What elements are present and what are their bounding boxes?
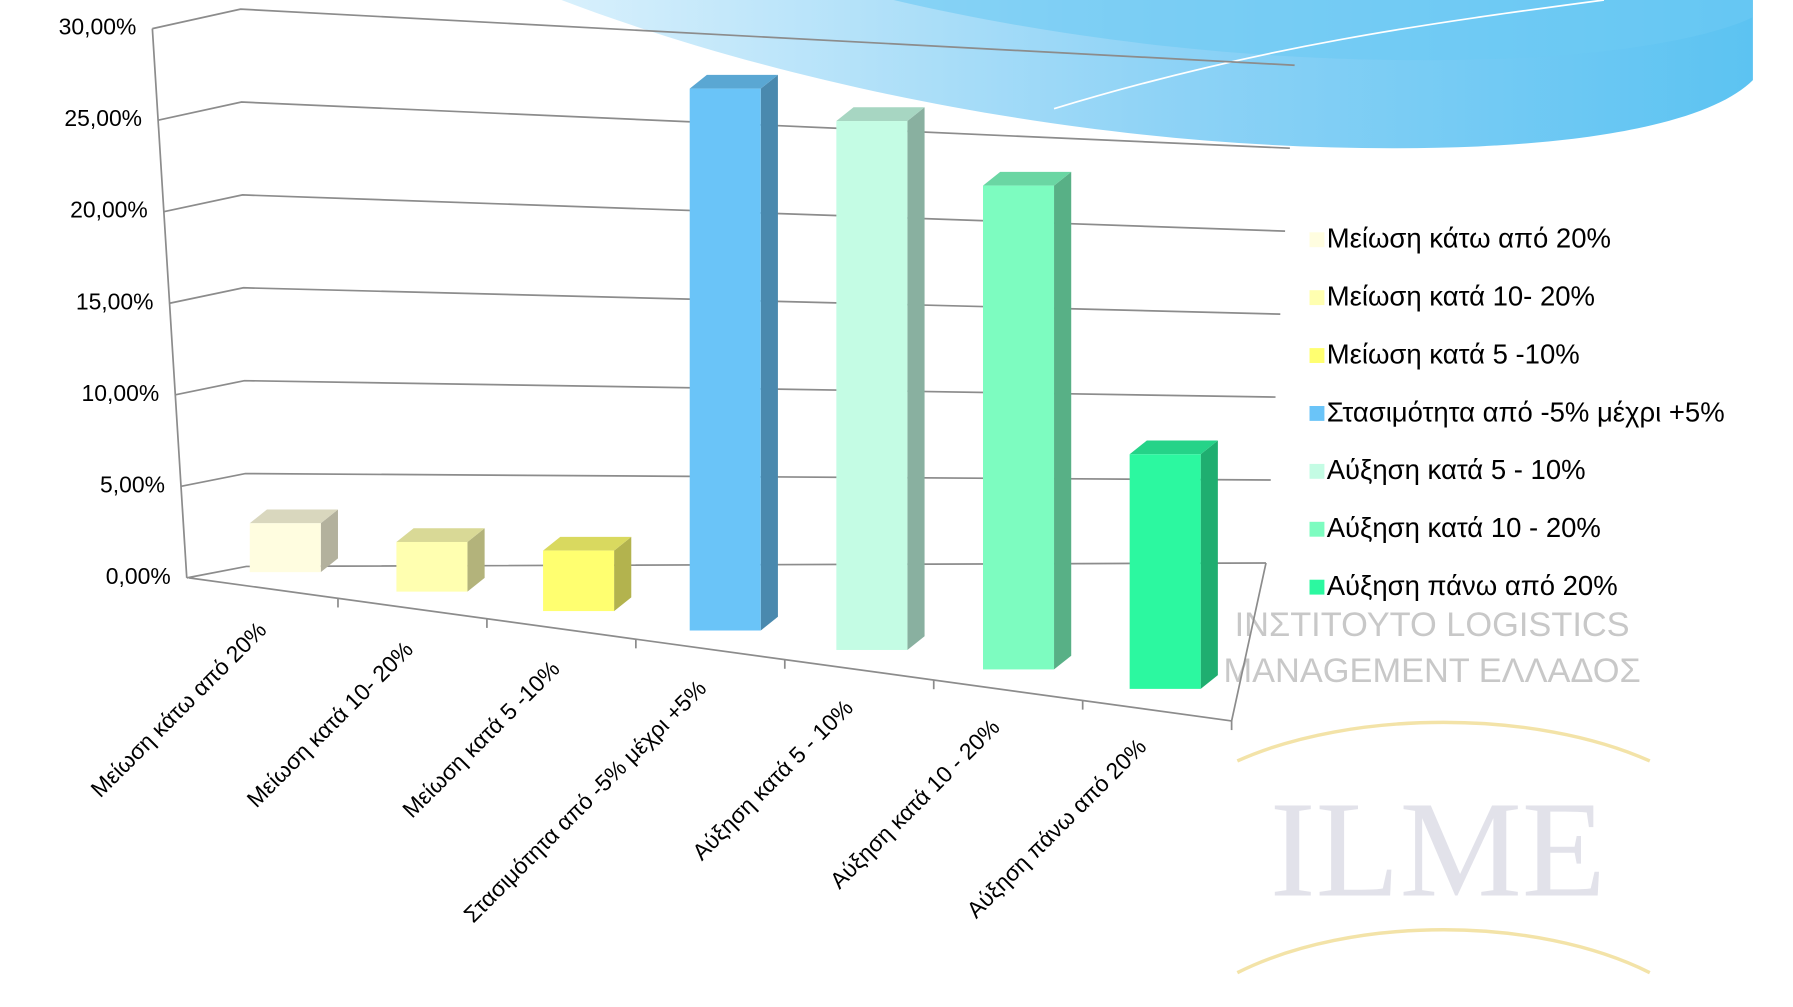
bar <box>250 523 321 572</box>
legend-label: Στασιμότητα από -5% μέχρι +5% <box>1327 396 1725 427</box>
y-tick-label: 10,00% <box>82 380 160 406</box>
watermark-logo: ILME <box>1270 774 1606 926</box>
x-tick-label: Μείωση κάτω από 20% <box>85 617 271 803</box>
legend-label: Μείωση κατά 10- 20% <box>1327 280 1595 311</box>
legend-swatch <box>1310 232 1325 247</box>
bar <box>690 89 761 631</box>
bar <box>836 121 907 650</box>
legend-swatch <box>1310 348 1325 363</box>
watermark-line: ΙΝΣΤΙΤΟΥΤΟ LOGISTICS <box>1235 606 1630 644</box>
chart: ΙΝΣΤΙΤΟΥΤΟ LOGISTICS MANAGEMENT ΕΛΛΑΔΟΣ … <box>0 0 1793 1007</box>
bar-side <box>761 75 778 631</box>
legend-label: Αύξηση κατά 5 - 10% <box>1327 454 1586 485</box>
bar <box>1130 454 1201 689</box>
x-tick-label: Μείωση κατά 5 -10% <box>397 655 564 822</box>
legend-label: Μείωση κάτω από 20% <box>1327 223 1611 254</box>
bar-side <box>907 107 924 650</box>
x-tick-label: Αύξηση κατά 10 - 20% <box>825 714 1005 894</box>
y-tick-label: 0,00% <box>106 563 171 589</box>
page: {"chart_data": {"type": "bar3d", "catego… <box>0 0 1793 1007</box>
legend-swatch <box>1310 406 1325 421</box>
y-tick-label: 20,00% <box>70 197 148 223</box>
bar <box>396 542 467 592</box>
legend-label: Αύξηση πάνω από 20% <box>1327 570 1618 601</box>
y-tick-label: 15,00% <box>76 288 154 314</box>
legend-swatch <box>1310 290 1325 305</box>
legend-swatch <box>1310 464 1325 479</box>
x-tick-label: Αύξηση πάνω από 20% <box>961 733 1151 923</box>
y-tick-label: 25,00% <box>64 105 142 131</box>
x-tick-label: Μείωση κατά 10- 20% <box>241 636 417 812</box>
watermark-line: MANAGEMENT ΕΛΛΑΔΟΣ <box>1224 652 1641 690</box>
legend-label: Μείωση κατά 5 -10% <box>1327 338 1580 369</box>
legend-swatch <box>1310 580 1325 595</box>
y-tick-label: 30,00% <box>59 14 137 40</box>
legend-label: Αύξηση κατά 10 - 20% <box>1327 512 1601 543</box>
x-tick-label: Αύξηση κατά 5 - 10% <box>687 694 858 865</box>
bar-side <box>1054 172 1071 670</box>
bar <box>543 551 614 611</box>
y-tick-label: 5,00% <box>100 471 165 497</box>
bar <box>983 186 1054 670</box>
legend-swatch <box>1310 522 1325 537</box>
bar-side <box>1201 441 1218 689</box>
